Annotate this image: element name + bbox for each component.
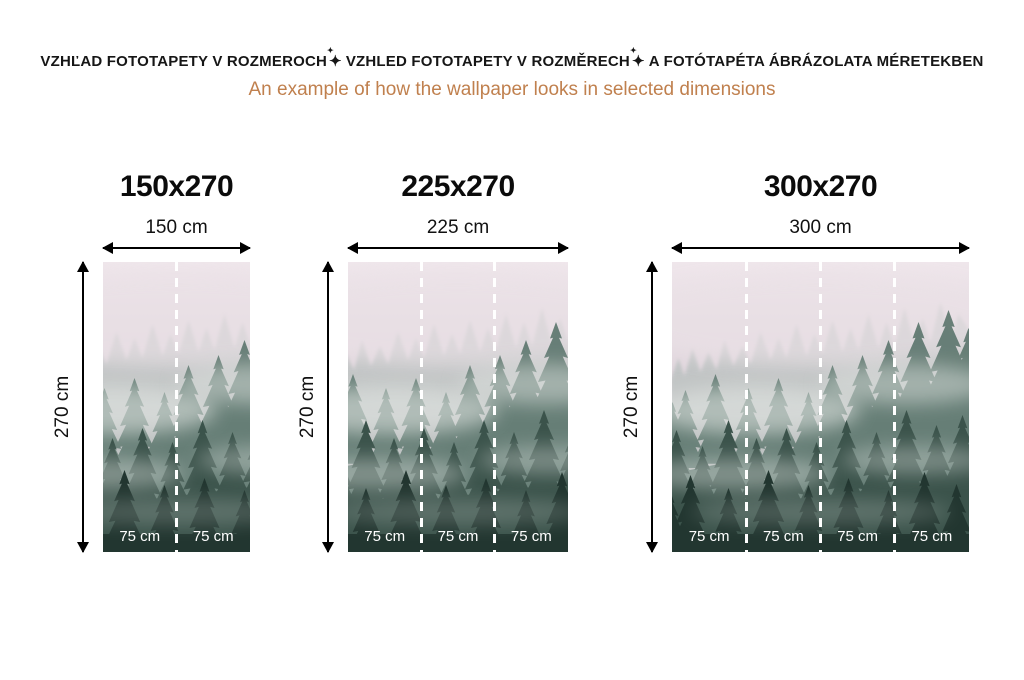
strip-width-label: 75 cm [192,528,234,545]
width-measure-arrow [347,242,569,254]
wallpaper-preview-image: 75 cm 75 cm [103,262,250,552]
strip-seam-divider [175,262,178,552]
panel-title: 300x270 [763,170,878,203]
height-measure-arrow [322,261,334,553]
sparkle-icon: ✦ ✦ [630,47,645,70]
strip-width-label: 75 cm [837,528,879,545]
title-segment-slovak: VZHĽAD FOTOTAPETY V ROZMEROCH [40,53,328,70]
page-title: VZHĽAD FOTOTAPETY V ROZMEROCH ✦ ✦ VZHLED FO… [0,47,1024,71]
sparkle-mini-star: ✦ [629,46,637,55]
strip-seam-divider [893,262,897,552]
sparkle-mini-star: ✦ [327,46,334,55]
wallpaper-preview-image: 75 cm 75 cm 75 cm 75 cm [672,262,969,552]
panel-title: 150x270 [119,170,234,203]
misty-forest-image [348,262,568,552]
strip-width-label: 75 cm [364,528,406,545]
title-segment-hungarian: A FOTÓTAPÉTA ÁBRÁZOLATA MÉRETEKBEN [648,53,984,70]
height-dimension-label: 270 cm [297,375,318,439]
strip-width-label: 75 cm [119,528,161,545]
page-subtitle: An example of how the wallpaper looks in… [248,79,776,100]
height-dimension-label: 270 cm [52,375,73,439]
width-dimension-label: 225 cm [426,217,490,238]
sparkle-icon: ✦ ✦ [327,47,342,70]
wallpaper-preview-image: 75 cm 75 cm 75 cm [348,262,568,552]
height-measure-arrow [77,261,89,553]
strip-width-label: 75 cm [437,528,479,545]
panel-title: 225x270 [401,170,515,203]
title-segment-czech: VZHLED FOTOTAPETY V ROZMĚRECH [345,53,630,70]
sparkle-main-star: ✦ [329,53,342,70]
height-measure-arrow [646,261,658,553]
strip-seam-divider [419,262,423,552]
strip-width-label: 75 cm [510,528,552,545]
width-dimension-label: 150 cm [145,217,208,238]
height-dimension-label: 270 cm [621,375,642,439]
strip-seam-divider [744,262,748,552]
strip-width-label: 75 cm [762,528,804,545]
strip-width-label: 75 cm [688,528,730,545]
sparkle-main-star: ✦ [631,53,645,70]
width-measure-arrow [102,242,251,254]
strip-width-label: 75 cm [911,528,953,545]
strip-seam-divider [493,262,497,552]
width-dimension-label: 300 cm [789,217,852,238]
width-measure-arrow [671,242,970,254]
strip-seam-divider [819,262,822,552]
